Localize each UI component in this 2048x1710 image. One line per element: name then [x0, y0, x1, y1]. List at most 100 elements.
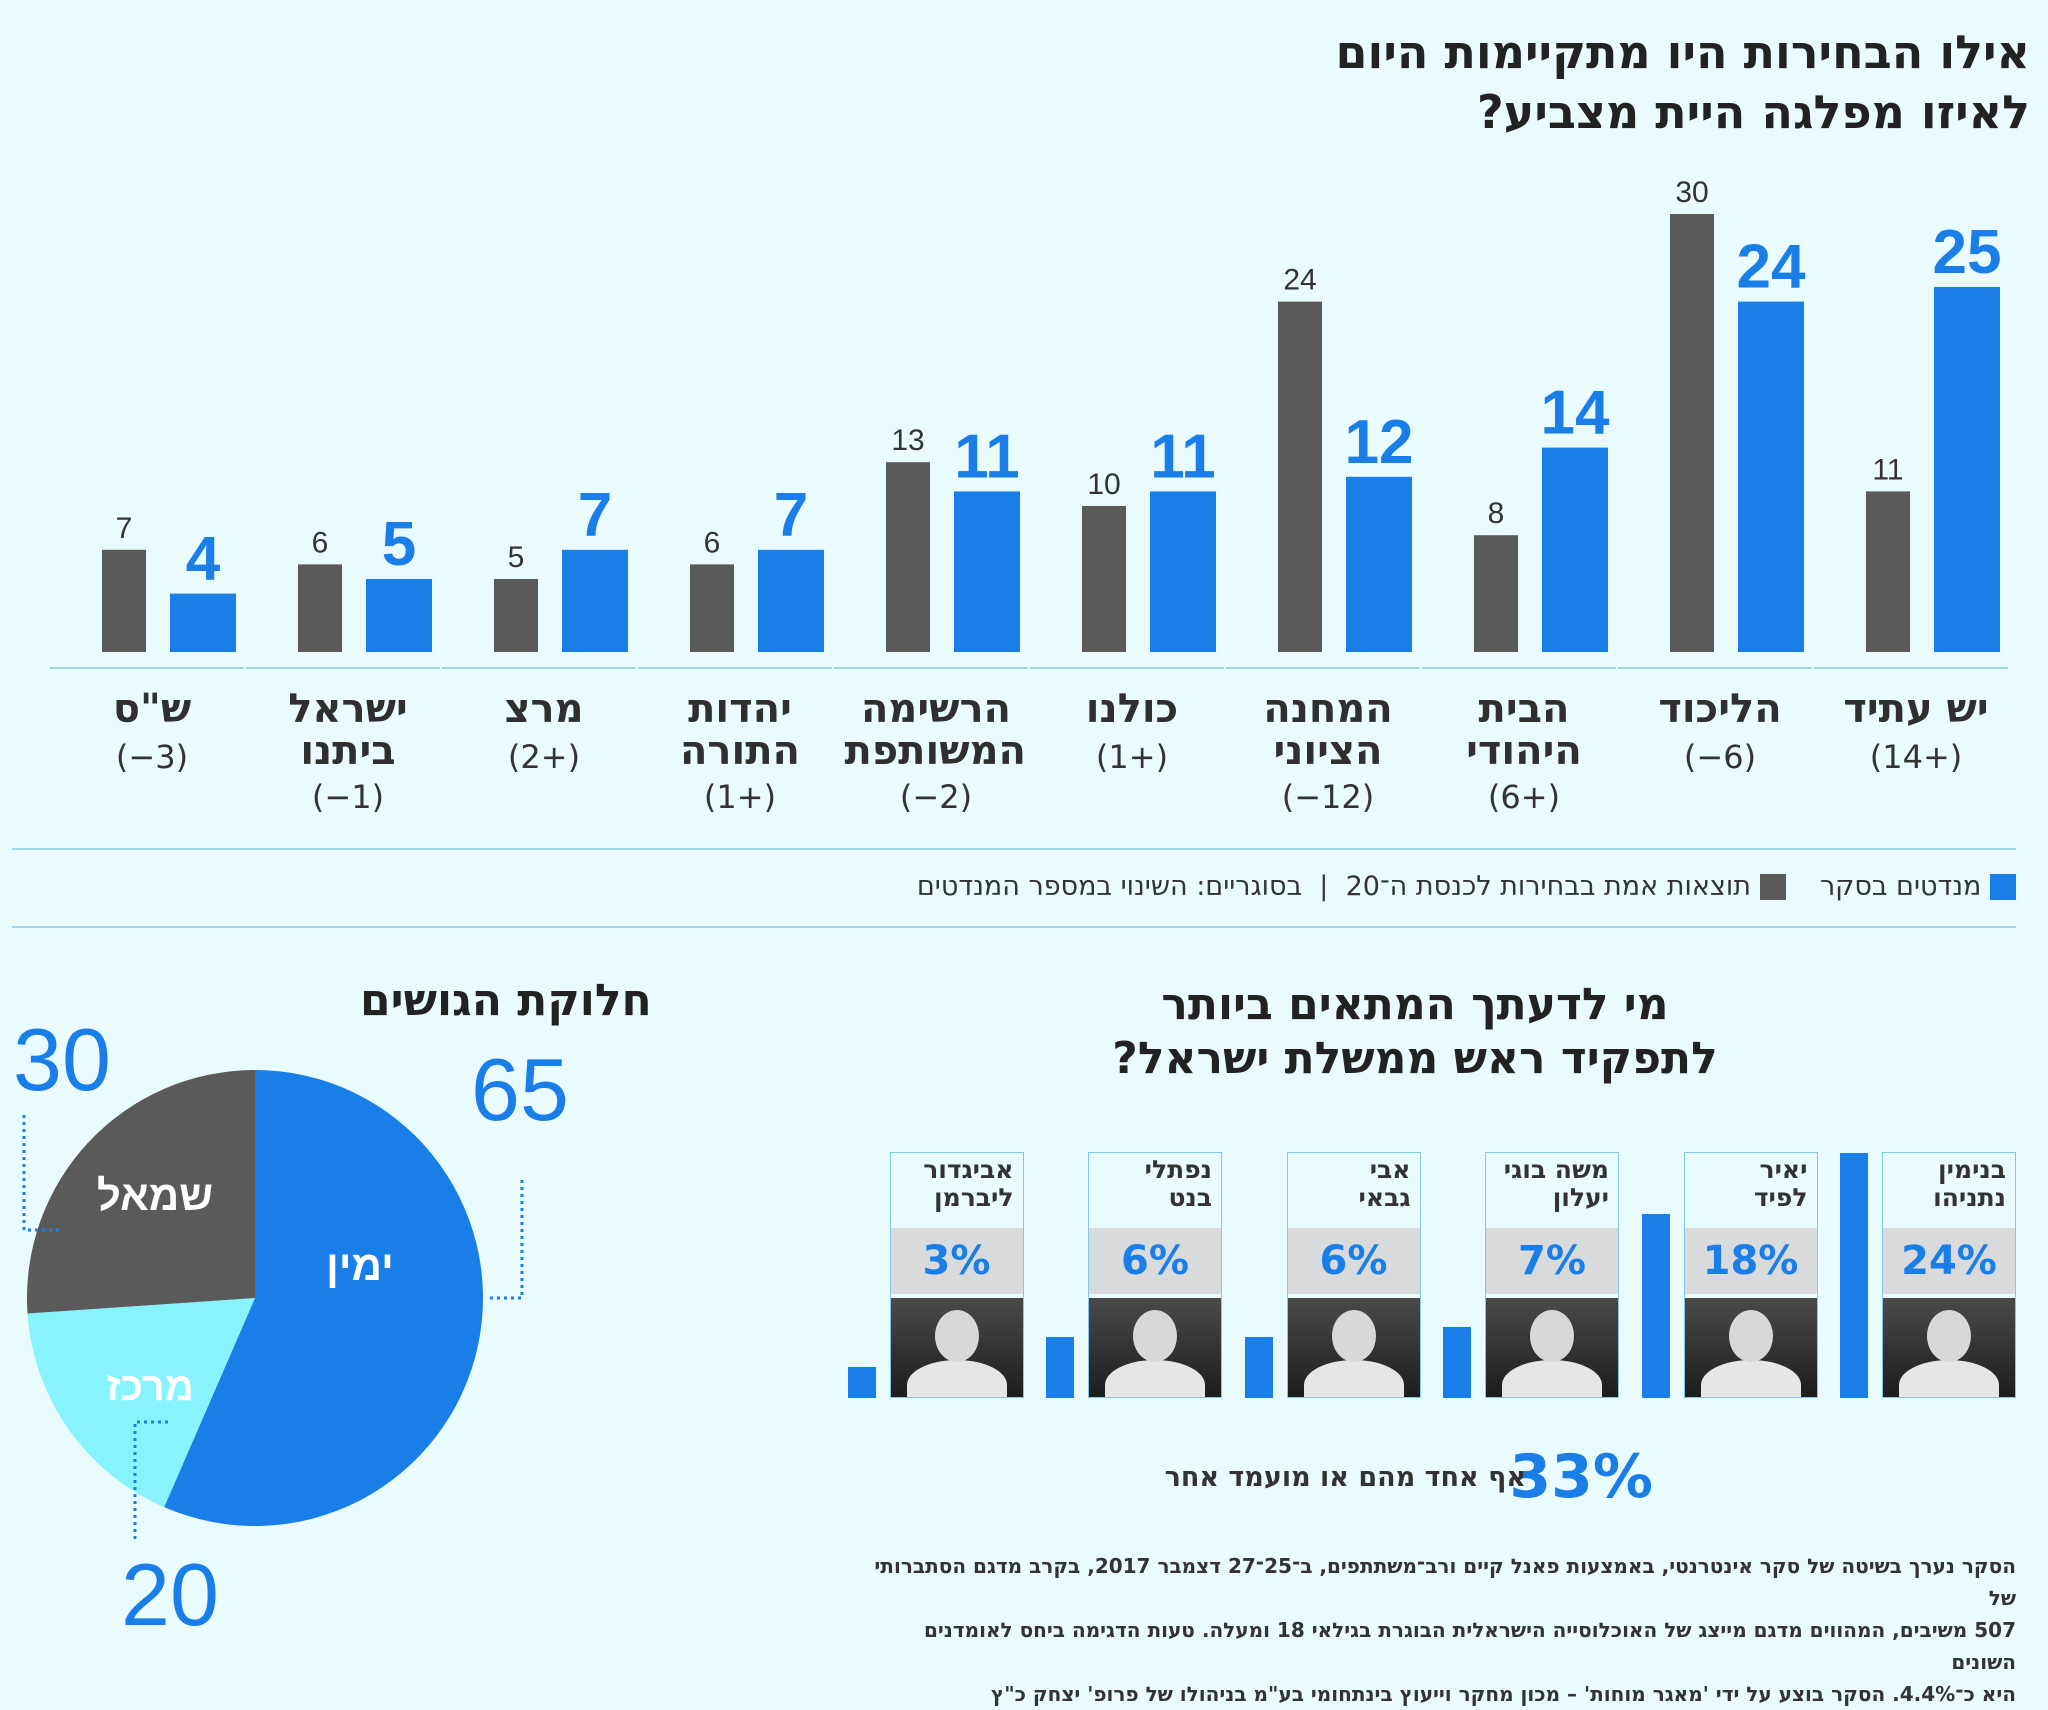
pie-slice-right	[164, 1070, 484, 1526]
bar-actual-0	[1866, 491, 1910, 652]
party-name-line: הבית	[1478, 686, 1570, 732]
title-line-2: לאיזו מפלגה היית מצביע?	[1477, 85, 2030, 139]
label-survey-3: 12	[1345, 408, 1414, 477]
candidate-photo-1	[1684, 1298, 1817, 1397]
divider-top	[12, 848, 2016, 850]
candidate-card-1	[1683, 1152, 1818, 1398]
label-survey-9: 4	[186, 525, 221, 594]
candidate-name-line: גבאי	[1358, 1183, 1411, 1212]
candidate-pct-3: 6%	[1287, 1228, 1420, 1294]
candidate-name-line: משה בוגי	[1503, 1155, 1609, 1184]
label-survey-6: 7	[774, 481, 808, 550]
party-change-9: (‎−3)	[115, 738, 189, 776]
candidate-photo-5	[890, 1298, 1023, 1397]
candidate-name-line: נפתלי	[1144, 1155, 1212, 1184]
candidate-card-2	[1485, 1152, 1619, 1398]
pie-value-center: 20	[121, 1545, 219, 1644]
party-name-5: הרשימה המשותפת	[845, 688, 1026, 772]
bar-survey-1	[1738, 301, 1804, 652]
party-name-line: הליכוד	[1658, 686, 1782, 732]
photo-head	[1927, 1310, 1971, 1362]
photo-torso	[1899, 1360, 1999, 1397]
title-line-1: אילו הבחירות היו מתקיימות היום	[1335, 25, 2031, 79]
pie-value-left: 30	[13, 1010, 111, 1109]
candidate-pct-1: 18%	[1684, 1228, 1817, 1294]
bar-actual-6	[690, 564, 734, 652]
candidate-name-line: אביגדור	[923, 1155, 1014, 1184]
none-label: אף אחד מהם או מועמד אחר	[1164, 1462, 1526, 1493]
party-bar-chart: 11 25 30 24 8 14 24 12 10 11 13 11 6 7 5 7 6 5 7 4	[50, 176, 2008, 669]
party-change-7: (+2)	[507, 738, 581, 776]
candidate-name-1: יאיר לפיד	[1688, 1156, 1808, 1212]
candidate-card-4	[1088, 1152, 1222, 1398]
party-change-2: (+6)	[1487, 778, 1561, 816]
label-actual-9: 7	[116, 512, 133, 545]
party-change-0: (+14)	[1869, 738, 1963, 776]
label-survey-7: 7	[578, 481, 612, 550]
label-actual-4: 10	[1087, 468, 1120, 501]
label-survey-4: 11	[1150, 422, 1216, 491]
label-survey-5: 11	[954, 422, 1020, 491]
candidate-pct-0: 24%	[1883, 1228, 2015, 1294]
label-actual-6: 6	[704, 526, 721, 559]
pie-label-center: מרכז	[106, 1365, 194, 1409]
party-name-line: היהודי	[1466, 728, 1582, 774]
pie-title: חלוקת הגושים	[360, 975, 652, 1026]
party-name-line: מרצ	[504, 686, 584, 732]
candidate-pct-5: 3%	[890, 1228, 1023, 1294]
party-name-line: כולנו	[1085, 686, 1179, 732]
bar-survey-9	[170, 593, 236, 652]
candidate-bar-3	[1244, 1336, 1273, 1398]
candidate-name-5: אביגדור ליברמן	[894, 1155, 1014, 1212]
candidate-name-2: משה בוגי יעלון	[1489, 1156, 1609, 1212]
legend-actual: תוצאות אמת בבחירות לכנסת ה־20	[1345, 871, 1751, 902]
legend-swatch-survey	[1990, 874, 2016, 900]
candidate-photo-0	[1883, 1298, 2015, 1397]
pie-label-right: ימין	[326, 1242, 394, 1289]
legend-swatch-actual	[1759, 874, 1786, 900]
pm-question-line-1: מי לדעתך המתאים ביותר	[1161, 979, 1669, 1030]
party-change-8: (‎−1)	[311, 778, 385, 816]
photo-head	[1530, 1310, 1574, 1362]
photo-head	[934, 1310, 979, 1362]
label-actual-5: 13	[891, 424, 924, 457]
candidate-card-3	[1286, 1152, 1421, 1398]
photo-torso	[1700, 1360, 1801, 1397]
label-survey-0: 25	[1933, 218, 2002, 287]
party-name-3: המחנה הציוני	[1238, 688, 1418, 772]
party-name-1: הליכוד	[1630, 688, 1810, 730]
bar-actual-7	[494, 579, 538, 652]
bar-actual-8	[298, 564, 342, 652]
legend-parens-note: בסוגריים: השינוי במספר המנדטים	[916, 871, 1303, 902]
label-survey-8: 5	[382, 510, 416, 579]
candidate-card-0	[1882, 1152, 2016, 1398]
party-name-line: יהדות	[688, 686, 792, 732]
party-name-7: מרצ	[454, 688, 634, 730]
pie-value-right: 65	[471, 1040, 569, 1139]
pie-slice-left	[26, 1070, 255, 1314]
photo-head	[1133, 1310, 1177, 1362]
photo-head	[1728, 1310, 1773, 1362]
party-name-line: המחנה	[1263, 686, 1393, 732]
bar-survey-6	[758, 549, 824, 652]
candidate-photo-4	[1089, 1298, 1221, 1397]
party-name-line: התורה	[679, 728, 801, 774]
photo-head	[1331, 1310, 1376, 1362]
candidate-bar-2	[1443, 1326, 1471, 1398]
label-actual-8: 6	[312, 526, 329, 559]
candidate-name-0: בנימין נתניהו	[1886, 1156, 2006, 1212]
pm-question-title: מי לדעתך המתאים ביותר לתפקיד ראש ממשלת י…	[900, 978, 1930, 1086]
legend-survey: מנדטים בסקר	[1819, 871, 1982, 902]
candidate-name-line: בנימין	[1938, 1155, 2006, 1184]
leader-left	[22, 1115, 62, 1232]
candidate-name-line: נתניהו	[1933, 1183, 2006, 1212]
candidate-name-line: בנט	[1168, 1183, 1212, 1212]
party-name-9: ש"ס	[62, 688, 242, 730]
party-name-line: הציוני	[1273, 728, 1383, 774]
party-change-5: (‎−2)	[899, 778, 973, 816]
photo-torso	[1502, 1360, 1602, 1397]
divider-bottom	[12, 926, 2016, 928]
bloc-pie-chart: ימין שמאל מרכז 65 30 20	[13, 1010, 569, 1644]
bar-actual-3	[1278, 301, 1322, 652]
party-change-4: (+1)	[1095, 738, 1169, 776]
